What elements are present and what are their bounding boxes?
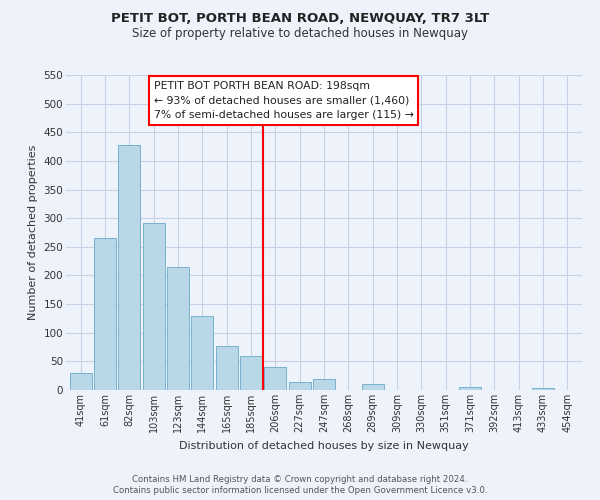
Text: PETIT BOT, PORTH BEAN ROAD, NEWQUAY, TR7 3LT: PETIT BOT, PORTH BEAN ROAD, NEWQUAY, TR7…	[111, 12, 489, 26]
Text: PETIT BOT PORTH BEAN ROAD: 198sqm
← 93% of detached houses are smaller (1,460)
7: PETIT BOT PORTH BEAN ROAD: 198sqm ← 93% …	[154, 82, 413, 120]
Y-axis label: Number of detached properties: Number of detached properties	[28, 145, 38, 320]
Text: Contains public sector information licensed under the Open Government Licence v3: Contains public sector information licen…	[113, 486, 487, 495]
Bar	[240, 356, 262, 390]
Bar	[265, 367, 286, 390]
Bar	[215, 346, 238, 390]
Bar	[532, 388, 554, 390]
X-axis label: Distribution of detached houses by size in Newquay: Distribution of detached houses by size …	[179, 440, 469, 450]
Bar	[313, 378, 335, 390]
Bar	[191, 316, 213, 390]
Bar	[143, 223, 164, 390]
Bar	[362, 384, 383, 390]
Text: Contains HM Land Registry data © Crown copyright and database right 2024.: Contains HM Land Registry data © Crown c…	[132, 475, 468, 484]
Bar	[459, 387, 481, 390]
Text: Size of property relative to detached houses in Newquay: Size of property relative to detached ho…	[132, 28, 468, 40]
Bar	[118, 145, 140, 390]
Bar	[94, 238, 116, 390]
Bar	[167, 267, 189, 390]
Bar	[289, 382, 311, 390]
Bar	[70, 373, 92, 390]
